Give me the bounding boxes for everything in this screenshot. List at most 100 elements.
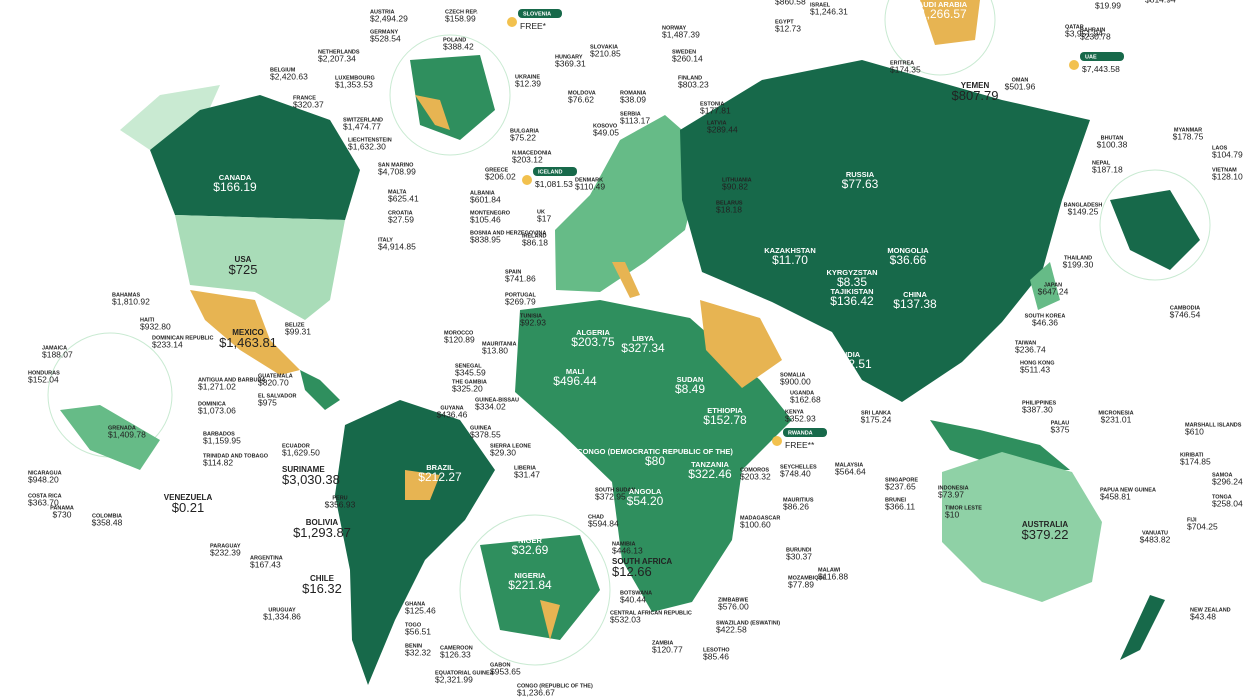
price-value: $49.05 (593, 127, 619, 137)
country-name: LIECHTENSTEIN (348, 137, 392, 143)
country-name: LIBERIA (514, 465, 536, 471)
country-name: THAILAND (1064, 255, 1092, 261)
country-name: BULGARIA (510, 128, 539, 134)
price-value: $838.95 (470, 234, 501, 244)
price-value: $125.46 (405, 605, 436, 615)
country-name: KAZAKHSTAN (764, 246, 816, 255)
country-name: MALAWI (818, 567, 841, 573)
country-name: ERITREA (890, 60, 914, 66)
country-name: LUXEMBOURG (335, 75, 375, 81)
price-value: $92.93 (520, 317, 546, 327)
price-value: $725 (229, 262, 258, 277)
bolivia (405, 470, 440, 500)
country-name: DOMINICA (198, 401, 226, 407)
price-value: $388.42 (443, 41, 474, 51)
price-value: $576.00 (718, 601, 749, 611)
country-name: ESTONIA (700, 101, 724, 107)
country-name: SAN MARINO (378, 162, 414, 168)
country-name: BRUNEI (885, 497, 907, 503)
price-value: $231.01 (1101, 414, 1132, 424)
country-name: BELARUS (716, 200, 743, 206)
price-value: $77.89 (788, 579, 814, 589)
country-name: INDIA (840, 350, 861, 359)
country-name: LIBYA (632, 334, 654, 343)
price-value: $40.44 (620, 594, 646, 604)
price-value: $483.82 (1140, 534, 1171, 544)
country-name: HUNGARY (555, 54, 583, 60)
west-africa-inset-highlight (540, 600, 560, 640)
country-name: CZECH REP. (445, 9, 478, 15)
country-name: ARGENTINA (250, 555, 283, 561)
price-value: FREE** (785, 440, 815, 450)
price-value: $187.18 (1092, 164, 1123, 174)
country-name: CAMEROON (440, 645, 473, 651)
price-value: $167.43 (250, 559, 281, 569)
price-value: $43.48 (1190, 611, 1216, 621)
price-value: $260.14 (672, 53, 703, 63)
price-value: $212.27 (418, 470, 462, 484)
country-name: BOTSWANA (620, 590, 652, 596)
price-value: $29.30 (490, 447, 516, 457)
country-name: CHAD (588, 514, 604, 520)
price-value: $236.74 (1015, 344, 1046, 354)
europe (555, 115, 705, 292)
price-value: $152.78 (703, 413, 747, 427)
country-name: SURINAME (282, 465, 325, 474)
price-value: $90.82 (722, 181, 748, 191)
price-value: $258.04 (1212, 498, 1243, 508)
price-value: $110.49 (575, 181, 605, 191)
price-value: $233.14 (152, 339, 183, 349)
price-value: $11.70 (772, 253, 808, 267)
country-name: JAMAICA (42, 345, 67, 351)
price-value: $3,951.94 (1065, 28, 1103, 38)
country-name: SENEGAL (455, 363, 482, 369)
country-name: CROATIA (388, 210, 413, 216)
country-name: CANADA (219, 173, 252, 182)
country-name: COLOMBIA (92, 513, 122, 519)
country-name: MICRONESIA (1098, 410, 1133, 416)
greenland (120, 85, 220, 150)
country-name: KOSOVO (593, 123, 618, 129)
price-value: $137.38 (893, 297, 937, 311)
mexico (190, 290, 300, 375)
country-name: EQUATORIAL GUINEA (435, 670, 494, 676)
country-name: SWITZERLAND (343, 117, 383, 123)
price-value: $175.24 (861, 414, 892, 424)
country-name: DENMARK (575, 177, 603, 183)
price-value: $860.58 (775, 0, 806, 6)
country-name: BARBADOS (203, 431, 235, 437)
country-name: PALAU (1051, 420, 1070, 426)
tag-badge (518, 9, 562, 18)
price-value: $32.32 (405, 647, 431, 657)
price-value: $1,246.31 (810, 6, 848, 16)
country-name: NICARAGUA (28, 470, 62, 476)
inset-fills (60, 0, 1200, 640)
country-name: EGYPT (775, 19, 794, 25)
country-name: TIMOR LESTE (945, 505, 982, 511)
price-value: $136.42 (830, 294, 874, 308)
price-value: $18.18 (716, 204, 742, 214)
country-name: SUDAN (677, 375, 704, 384)
country-name: SINGAPORE (885, 477, 918, 483)
price-value: $458.81 (1100, 491, 1131, 501)
price-value: $104.79 (1212, 149, 1243, 159)
price-value: $289.44 (707, 124, 738, 134)
tag-icon (1069, 60, 1079, 70)
price-value: $188.07 (42, 349, 73, 359)
price-value: $366.11 (885, 501, 915, 511)
europe-inset-highlight (415, 95, 450, 130)
country-name: NETHERLANDS (318, 49, 360, 55)
country-name: FRANCE (293, 95, 316, 101)
price-value: $352.93 (785, 413, 816, 423)
price-value: FREE* (520, 21, 547, 31)
price-value: $174.35 (890, 64, 921, 74)
price-value: $1,081.53 (535, 179, 573, 189)
country-name: ALBANIA (470, 190, 495, 196)
country-name: NAMIBIA (612, 541, 636, 547)
price-value: $1,487.39 (662, 29, 700, 39)
country-name: BOSNIA AND HERZEGOVINA (470, 230, 546, 236)
price-value: $625.41 (388, 193, 419, 203)
price-value: $31.47 (514, 469, 540, 479)
price-value: $149.25 (1068, 206, 1099, 216)
price-value: $358.48 (92, 517, 123, 527)
